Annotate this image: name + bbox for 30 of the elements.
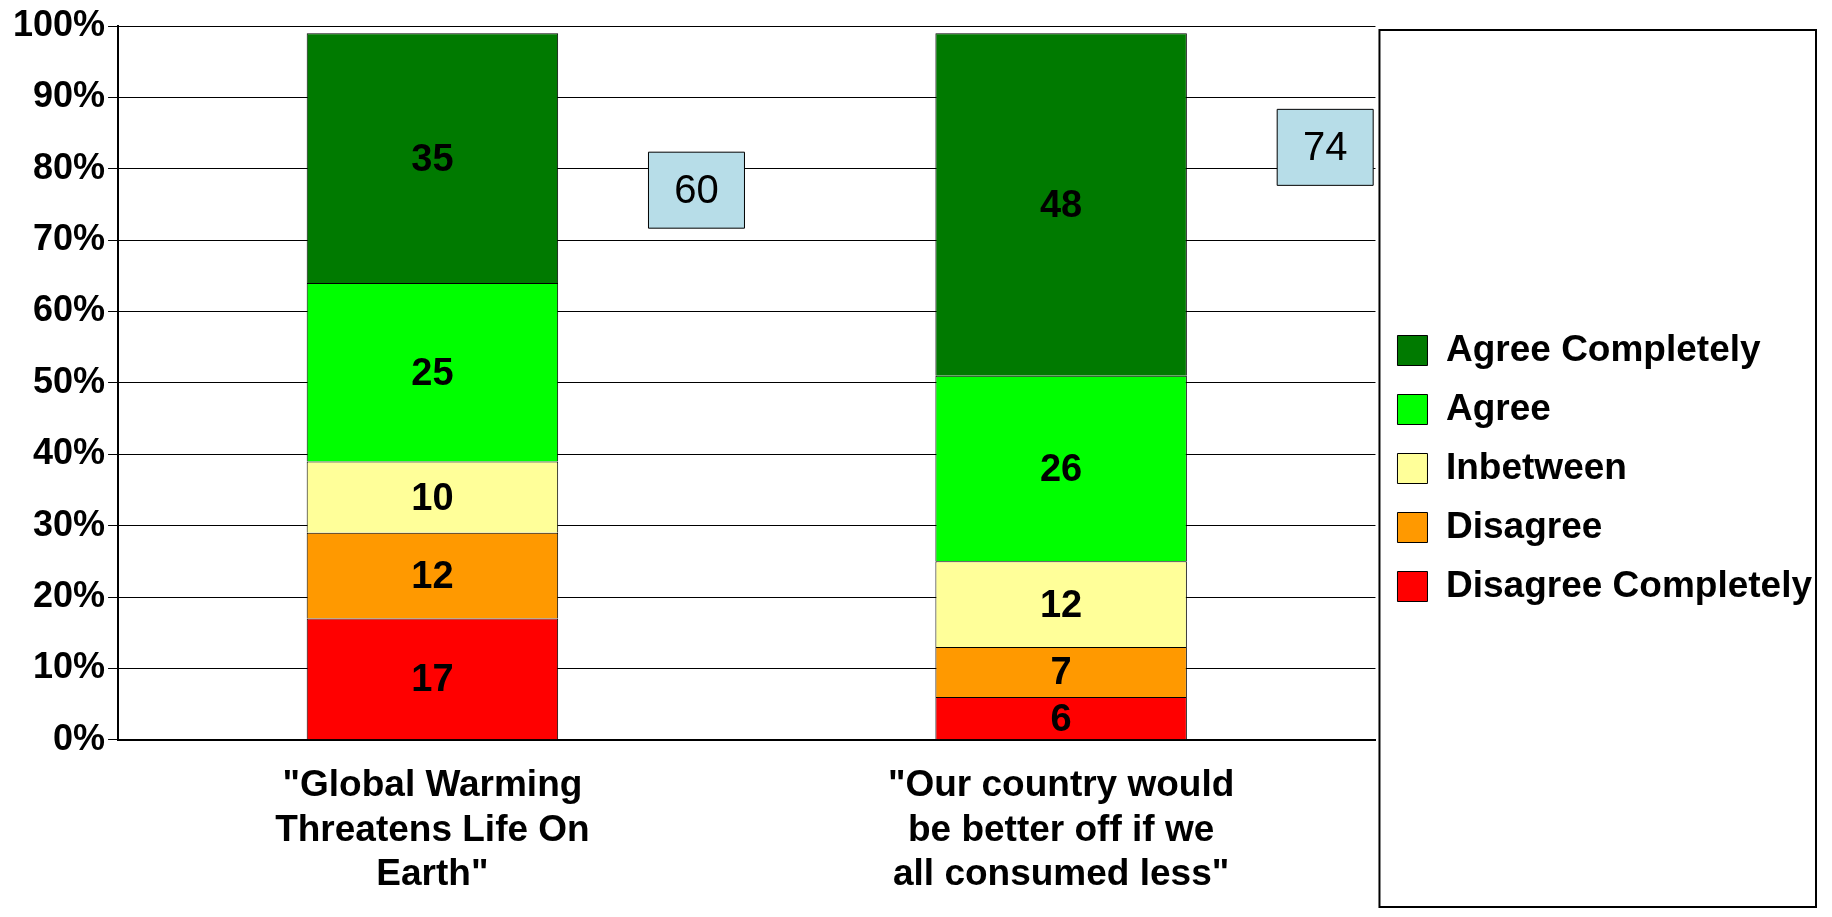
y-tick-label: 70%: [33, 217, 106, 259]
y-tick-label: 80%: [33, 145, 106, 187]
y-tick-label: 20%: [33, 573, 106, 615]
legend-label: Agree Completely: [1445, 327, 1761, 369]
data-label: 25: [411, 350, 454, 393]
y-tick-label: 50%: [33, 359, 106, 401]
legend-label: Disagree: [1445, 504, 1603, 546]
data-label: 12: [1039, 582, 1083, 625]
legend-label: Inbetween: [1445, 445, 1627, 487]
y-tick-label: 90%: [33, 74, 106, 116]
data-label: 17: [411, 657, 454, 700]
y-tick-label: 60%: [33, 288, 106, 330]
y-tick-label: 100%: [13, 2, 106, 44]
y-tick-label: 10%: [33, 645, 106, 687]
data-label: 10: [411, 475, 454, 518]
data-label: 35: [411, 136, 454, 179]
x-tick-label: "Global Warming Threatens Life On Earth": [275, 763, 590, 893]
y-tick-label: 40%: [33, 431, 106, 473]
annotation: 60: [674, 167, 719, 212]
data-label: 12: [411, 554, 454, 597]
data-label: 48: [1039, 182, 1083, 225]
data-label: 7: [1050, 650, 1072, 693]
legend-label: Agree: [1445, 386, 1551, 428]
data-label: 6: [1050, 696, 1072, 739]
legend-label: Disagree Completely: [1445, 563, 1813, 605]
y-tick-label: 30%: [33, 502, 106, 544]
annotation: 74: [1302, 124, 1348, 169]
x-tick-label: "Our country would be better off if we all consumed less": [887, 763, 1235, 893]
data-label: 26: [1039, 447, 1083, 490]
y-tick-label: 0%: [53, 716, 106, 758]
